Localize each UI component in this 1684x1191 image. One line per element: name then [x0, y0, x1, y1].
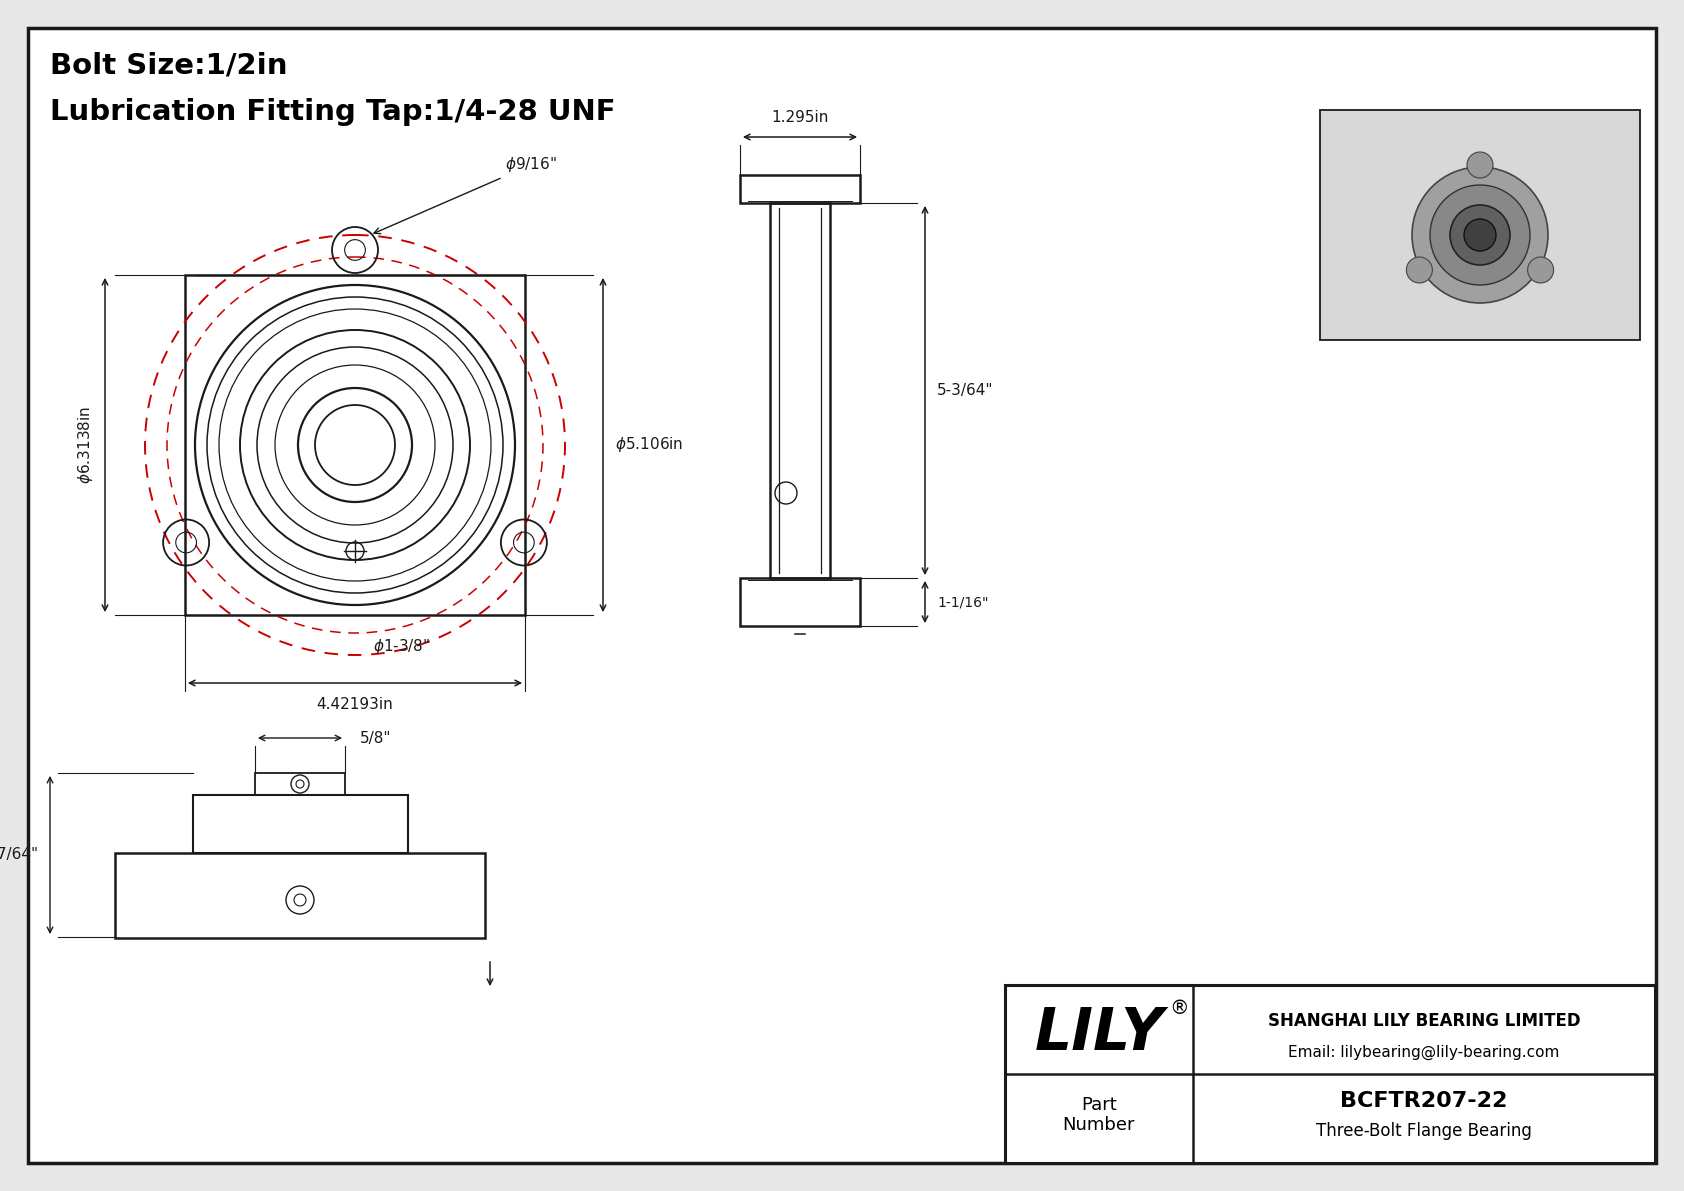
- Circle shape: [1527, 257, 1554, 283]
- Text: 5-3/64": 5-3/64": [936, 382, 994, 398]
- Circle shape: [1467, 152, 1494, 177]
- Bar: [770, 202, 830, 578]
- Text: LILY: LILY: [1034, 1004, 1164, 1061]
- Circle shape: [1406, 257, 1433, 283]
- Text: $\phi$1-3/8": $\phi$1-3/8": [372, 637, 429, 656]
- Text: 4.42193in: 4.42193in: [317, 697, 394, 712]
- Text: Part
Number: Part Number: [1063, 1096, 1135, 1134]
- Polygon shape: [1410, 152, 1551, 276]
- Text: BCFTR207-22: BCFTR207-22: [1340, 1091, 1507, 1111]
- Circle shape: [1430, 185, 1531, 285]
- Text: 1.295in: 1.295in: [771, 110, 829, 125]
- Bar: [194, 796, 408, 853]
- Text: Three-Bolt Flange Bearing: Three-Bolt Flange Bearing: [1317, 1122, 1532, 1140]
- Bar: [1320, 110, 1640, 339]
- Text: Bolt Size:1/2in: Bolt Size:1/2in: [51, 52, 288, 80]
- Text: 1-1/16": 1-1/16": [936, 596, 989, 609]
- Text: SHANGHAI LILY BEARING LIMITED: SHANGHAI LILY BEARING LIMITED: [1268, 1011, 1580, 1029]
- Text: 5/8": 5/8": [360, 730, 391, 746]
- Text: $\phi$5.106in: $\phi$5.106in: [615, 436, 684, 455]
- Text: Email: lilybearing@lily-bearing.com: Email: lilybearing@lily-bearing.com: [1288, 1045, 1559, 1060]
- Bar: [739, 175, 861, 202]
- Bar: [185, 275, 525, 615]
- Bar: [115, 853, 485, 939]
- Text: $\phi$9/16": $\phi$9/16": [374, 156, 557, 233]
- Circle shape: [1411, 167, 1548, 303]
- Bar: [254, 773, 345, 796]
- Text: Lubrication Fitting Tap:1/4-28 UNF: Lubrication Fitting Tap:1/4-28 UNF: [51, 98, 616, 126]
- Text: $\phi$6.3138in: $\phi$6.3138in: [76, 406, 94, 484]
- Text: 1-37/64": 1-37/64": [0, 848, 39, 862]
- Text: ®: ®: [1169, 999, 1189, 1018]
- Bar: [1005, 985, 1655, 1162]
- Bar: [739, 578, 861, 626]
- Circle shape: [1450, 205, 1511, 266]
- Circle shape: [1463, 219, 1495, 251]
